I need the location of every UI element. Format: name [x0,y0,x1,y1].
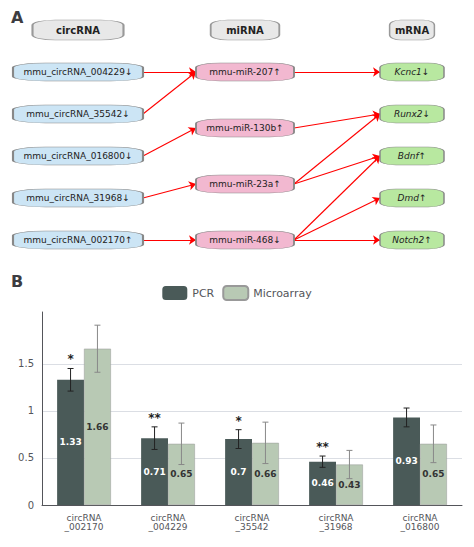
svg-text:**: ** [316,440,329,454]
svg-text:B: B [11,272,23,291]
svg-text:0.66: 0.66 [254,469,276,479]
svg-text:_004229: _004229 [148,522,188,532]
svg-text:circRNA: circRNA [402,512,438,523]
svg-text:_35542: _35542 [234,522,268,532]
svg-text:_002170: _002170 [64,522,104,532]
svg-text:_31968: _31968 [318,522,352,532]
svg-text:mmu_circRNA_002170↑: mmu_circRNA_002170↑ [23,235,132,245]
svg-text:Dmd↑: Dmd↑ [398,193,427,203]
svg-text:mmu-miR-23a↑: mmu-miR-23a↑ [209,179,280,189]
svg-text:1.5: 1.5 [18,358,34,369]
svg-text:0.71: 0.71 [143,467,165,477]
svg-text:0.46: 0.46 [311,478,333,488]
svg-text:0.65: 0.65 [170,469,192,479]
svg-text:circRNA: circRNA [234,512,270,523]
svg-text:*: * [235,414,242,428]
svg-text:*: * [67,352,74,366]
svg-text:mmu_circRNA_35542↓: mmu_circRNA_35542↓ [26,109,129,119]
svg-text:0.93: 0.93 [395,456,417,466]
svg-text:0.43: 0.43 [338,480,360,490]
svg-text:Runx2↓: Runx2↓ [394,109,430,119]
svg-text:mmu-miR-207↑: mmu-miR-207↑ [209,67,281,77]
svg-text:Microarray: Microarray [253,287,312,300]
svg-text:circRNA: circRNA [150,512,186,523]
svg-text:Bdnf↑: Bdnf↑ [398,151,426,161]
svg-text:_016800: _016800 [400,522,440,532]
svg-text:mmu-miR-468↓: mmu-miR-468↓ [209,235,281,245]
svg-text:circRNA: circRNA [318,512,354,523]
svg-text:0.5: 0.5 [18,452,34,463]
svg-text:0.65: 0.65 [422,469,444,479]
svg-text:miRNA: miRNA [226,25,264,36]
svg-text:mmu-miR-130b↑: mmu-miR-130b↑ [206,123,283,133]
svg-text:mRNA: mRNA [395,25,429,36]
svg-text:mmu_circRNA_004229↓: mmu_circRNA_004229↓ [23,67,132,77]
svg-text:mmu_circRNA_31968↓: mmu_circRNA_31968↓ [26,193,129,203]
svg-text:mmu_circRNA_016800↓: mmu_circRNA_016800↓ [23,151,132,161]
svg-text:circRNA: circRNA [66,512,102,523]
svg-text:**: ** [148,411,161,425]
svg-text:Kcnc1↓: Kcnc1↓ [395,67,430,77]
svg-text:0: 0 [28,500,34,511]
svg-text:1.33: 1.33 [59,437,81,447]
svg-text:1: 1 [28,405,34,416]
svg-text:1.66: 1.66 [86,422,108,432]
svg-text:PCR: PCR [192,287,214,300]
svg-text:A: A [11,8,24,27]
svg-text:Notch2↑: Notch2↑ [392,235,432,245]
svg-text:0.7: 0.7 [231,467,247,477]
svg-text:circRNA: circRNA [56,25,100,36]
